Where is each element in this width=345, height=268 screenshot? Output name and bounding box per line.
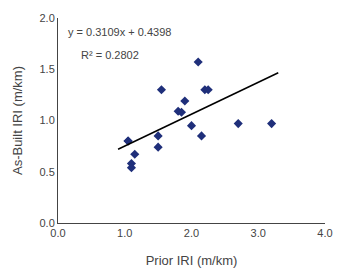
svg-text:As-Built IRI (m/km): As-Built IRI (m/km) (10, 66, 25, 175)
svg-text:1.5: 1.5 (40, 63, 55, 75)
svg-text:2.0: 2.0 (184, 227, 199, 239)
svg-text:3.0: 3.0 (251, 227, 266, 239)
svg-text:0.0: 0.0 (40, 217, 55, 229)
svg-text:0.0: 0.0 (50, 227, 65, 239)
svg-text:R² = 0.2802: R² = 0.2802 (81, 49, 139, 61)
svg-text:0.5: 0.5 (40, 166, 55, 178)
svg-text:y = 0.3109x + 0.4398: y = 0.3109x + 0.4398 (68, 26, 171, 38)
svg-text:Prior IRI (m/km): Prior IRI (m/km) (146, 253, 238, 268)
svg-text:2.0: 2.0 (40, 12, 55, 24)
svg-text:1.0: 1.0 (117, 227, 132, 239)
svg-text:4.0: 4.0 (317, 227, 332, 239)
svg-text:1.0: 1.0 (40, 114, 55, 126)
